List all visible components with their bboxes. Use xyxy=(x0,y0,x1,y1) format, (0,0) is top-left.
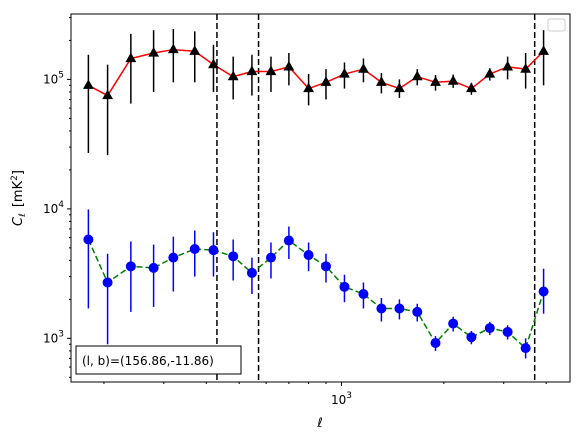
series-2-point-24 xyxy=(520,343,531,354)
series-1-point-14 xyxy=(339,68,350,78)
series-2-point-12 xyxy=(303,250,314,261)
coordinates-annotation: (l, b)=(156.86,-11.86) xyxy=(75,345,242,375)
series-2-point-11 xyxy=(283,235,294,246)
x-tick-label-1: 103 xyxy=(331,391,352,407)
series-1-point-23 xyxy=(502,60,514,71)
series-2-point-4 xyxy=(148,262,159,273)
series-2-point-22 xyxy=(484,323,495,334)
series-1-point-21 xyxy=(465,82,477,93)
annotation-text: (l, b)=(156.86,-11.86) xyxy=(82,354,214,368)
series-2-point-19 xyxy=(430,338,441,349)
series-2-point-9 xyxy=(246,267,257,278)
series-2-point-15 xyxy=(358,289,369,300)
y-axis-label-unit: [mK xyxy=(11,180,26,207)
series-1-point-18 xyxy=(411,70,423,81)
series-2-point-13 xyxy=(320,261,331,272)
series-1-point-12 xyxy=(303,82,314,93)
annotation-box xyxy=(75,345,242,375)
series-1-point-4 xyxy=(148,46,160,57)
series-1-point-25 xyxy=(538,45,549,55)
series-1-point-8 xyxy=(227,70,239,81)
y-tick-label-1: 103 xyxy=(43,329,64,345)
series-2-point-6 xyxy=(189,243,200,254)
series-1-point-24 xyxy=(520,63,532,73)
series-2-point-25 xyxy=(538,286,549,297)
x-axis-label: ℓ xyxy=(316,416,322,431)
y-axis-label-subscript: ℓ xyxy=(18,213,28,218)
series-1-point-15 xyxy=(358,63,369,73)
legend-box[interactable] xyxy=(547,18,566,32)
y-axis-label-symbol: C xyxy=(11,216,26,226)
series-2-point-10 xyxy=(265,252,276,263)
series-2-point-1 xyxy=(83,234,94,245)
series-2-point-21 xyxy=(466,332,477,343)
y-axis-label-unit-exp: 2 xyxy=(10,175,20,181)
series-1-point-10 xyxy=(265,65,277,76)
series-1-point-11 xyxy=(283,60,295,71)
series-2-point-18 xyxy=(412,306,423,317)
series-2-point-7 xyxy=(208,245,219,256)
series-1-point-17 xyxy=(394,82,405,93)
series-2-point-23 xyxy=(502,326,513,337)
series-2-point-14 xyxy=(339,281,350,292)
series-1-point-1 xyxy=(82,79,94,89)
series-2-point-2 xyxy=(102,277,113,288)
plot-frame xyxy=(70,13,571,383)
y-tick-label-3: 105 xyxy=(43,70,64,86)
plot-area xyxy=(82,14,549,382)
series-1-point-9 xyxy=(246,65,258,76)
series-1-point-6 xyxy=(189,45,201,55)
series-1-point-7 xyxy=(208,58,219,69)
series-2-point-20 xyxy=(448,318,459,329)
series-1-point-19 xyxy=(430,76,441,86)
series-1-point-20 xyxy=(447,75,459,85)
series-1-point-16 xyxy=(376,76,387,86)
axis-ticks: 103 104 105 103 xyxy=(43,17,547,407)
y-tick-label-2: 104 xyxy=(43,200,64,216)
series-2-point-3 xyxy=(125,261,136,272)
series-1-point-3 xyxy=(125,52,137,63)
series-2-point-5 xyxy=(168,252,179,263)
series-1-point-13 xyxy=(320,76,332,86)
y-axis-label: Cℓ [mK2] xyxy=(10,170,28,226)
series-1-point-5 xyxy=(167,43,179,54)
series-1-point-2 xyxy=(102,89,113,100)
series-2-point-16 xyxy=(376,303,387,314)
series-2-point-17 xyxy=(394,303,405,314)
series-2-point-8 xyxy=(228,251,239,262)
series-1-point-22 xyxy=(484,68,496,78)
y-axis-label-unit-close: ] xyxy=(11,170,26,175)
